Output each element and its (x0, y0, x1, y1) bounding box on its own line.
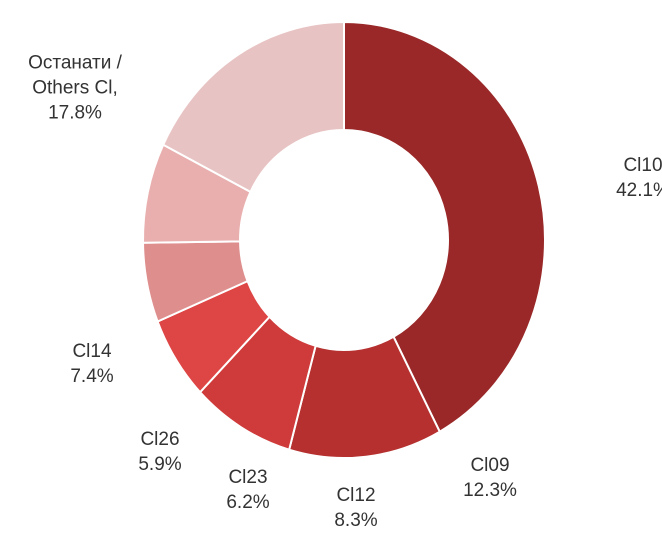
category-label: Cl14 (72, 341, 112, 362)
value-label: 5.9% (138, 454, 182, 475)
category-label: Останати / Others Cl, (28, 52, 122, 99)
value-label: 12.3% (463, 480, 517, 501)
slice-label: Cl14 7.4% (70, 339, 113, 389)
value-label: 6.2% (226, 492, 270, 513)
category-label: Cl12 (336, 485, 376, 506)
slice-label: Cl10 42.1% (616, 153, 662, 203)
category-label: Cl23 (228, 467, 268, 488)
value-label: 17.8% (48, 102, 102, 124)
slice-label: Cl23 6.2% (226, 465, 269, 515)
value-label: 7.4% (70, 366, 114, 387)
value-label: 8.3% (334, 510, 378, 531)
slice-label: Cl12 8.3% (334, 483, 377, 533)
category-label: Cl09 (470, 455, 510, 476)
slice-label: Cl09 12.3% (463, 453, 517, 503)
donut-slice (343, 20, 546, 434)
slice-label: Останати / Others Cl, 17.8% (8, 51, 143, 126)
value-label: 42.1% (616, 180, 662, 201)
category-label: Cl10 (623, 155, 662, 176)
category-label: Cl26 (140, 429, 180, 450)
donut-slice (161, 20, 345, 194)
slice-label: Cl26 5.9% (138, 427, 181, 477)
